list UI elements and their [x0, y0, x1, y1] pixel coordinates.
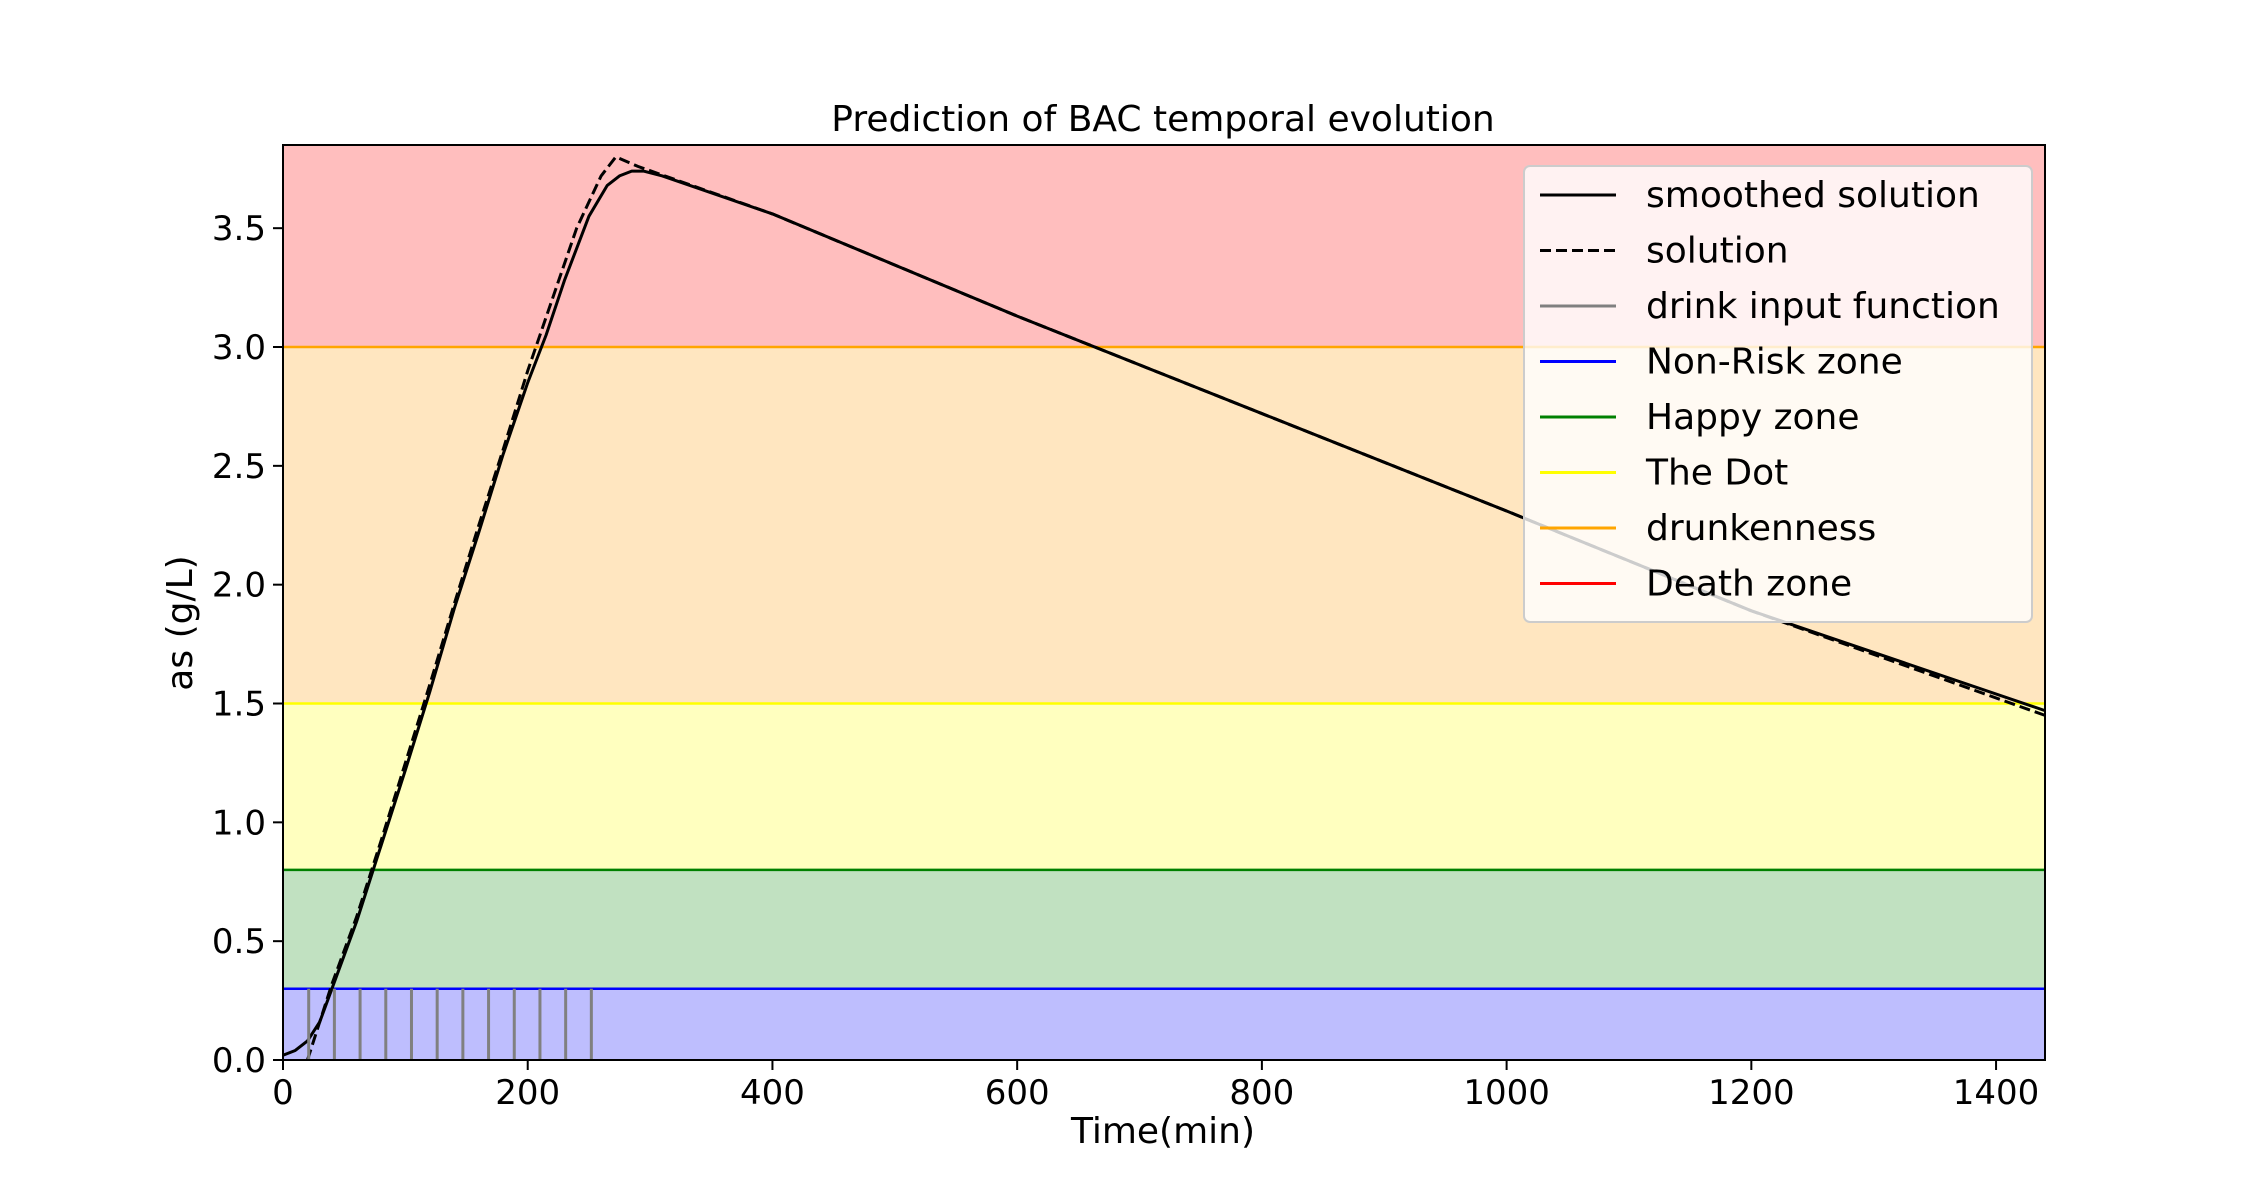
y-tick-label: 0.5 — [212, 922, 266, 962]
legend-label: Happy zone — [1646, 397, 1859, 438]
x-tick-label: 0 — [272, 1073, 294, 1113]
zone-band — [283, 703, 2045, 870]
chart-title: Prediction of BAC temporal evolution — [831, 99, 1494, 140]
legend-label: The Dot — [1645, 453, 1788, 494]
plot-frame — [282, 144, 2046, 1061]
x-tick-label: 200 — [495, 1073, 560, 1113]
x-tick-label: 600 — [985, 1073, 1050, 1113]
x-axis-label: Time(min) — [1070, 1111, 1255, 1152]
legend-label: Death zone — [1646, 564, 1852, 605]
legend-label: drunkenness — [1646, 508, 1876, 549]
y-tick-label: 1.5 — [212, 685, 266, 725]
y-axis-label: as (g/L) — [160, 555, 201, 690]
y-tick-label: 3.0 — [212, 328, 266, 368]
legend: smoothed solution solution drink input fun… — [1523, 165, 2033, 623]
legend-box — [1523, 165, 2033, 623]
zone-band — [283, 869, 2045, 989]
legend-label: solution — [1646, 231, 1789, 272]
zone-band — [283, 988, 2045, 1060]
x-tick-label: 1400 — [1953, 1073, 2040, 1113]
legend-label: Non-Risk zone — [1646, 342, 1903, 383]
solution-line — [306, 155, 2046, 1061]
y-tick-label: 0.0 — [212, 1041, 266, 1081]
legend-label: drink input function — [1646, 286, 2000, 327]
y-tick-label: 2.0 — [212, 566, 266, 606]
x-tick-label: 400 — [740, 1073, 805, 1113]
legend-label: smoothed solution — [1646, 175, 1980, 216]
x-tick-label: 1200 — [1708, 1073, 1795, 1113]
y-tick-label: 1.0 — [212, 803, 266, 843]
y-tick-label: 2.5 — [212, 447, 266, 487]
y-tick-label: 3.5 — [212, 209, 266, 249]
x-tick-label: 800 — [1229, 1073, 1294, 1113]
x-tick-label: 1000 — [1463, 1073, 1550, 1113]
